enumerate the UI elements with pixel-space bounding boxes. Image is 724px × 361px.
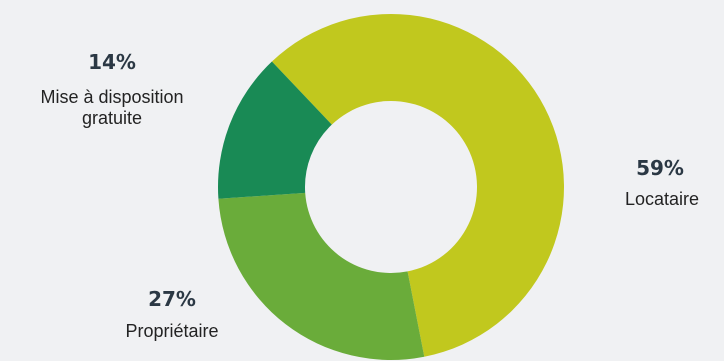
slice-proprietaire [218,192,425,360]
category-label-proprietaire: Propriétaire [125,321,218,341]
pct-label-proprietaire: 27% [148,287,196,311]
slice-mise-a-disposition-gratuite [218,61,332,199]
labels-group: 59% Locataire 27% Propriétaire 14% Mise à dis… [40,50,699,341]
category-label-mise-a-disposition-gratuite: Mise à disposition gratuite [40,87,183,128]
category-label-locataire: Locataire [625,189,699,209]
pct-label-mise-a-disposition-gratuite: 14% [88,50,136,74]
slice-locataire [271,13,564,357]
pct-label-locataire: 59% [636,156,684,180]
slices-group [218,13,564,360]
